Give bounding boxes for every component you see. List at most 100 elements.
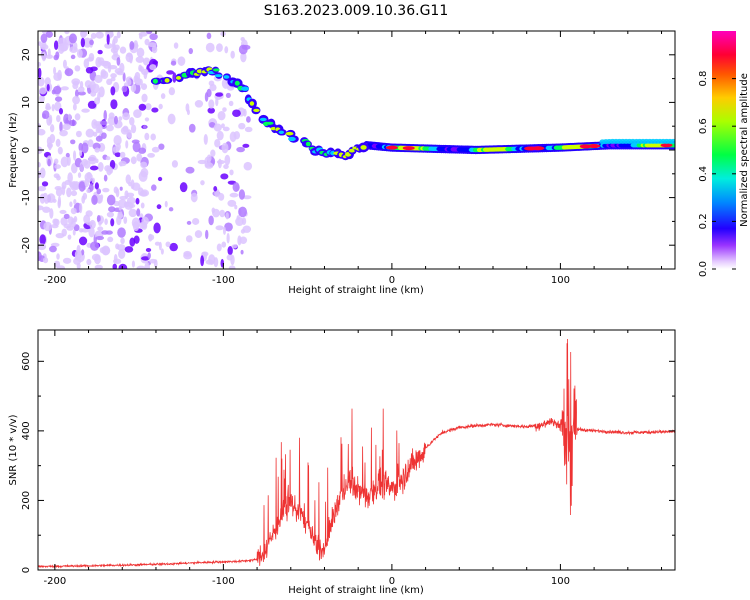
noise-blob — [128, 181, 132, 187]
spectrogram-x-tick-label: 0 — [389, 275, 395, 286]
noise-blob — [109, 159, 116, 170]
noise-blob — [141, 68, 149, 76]
noise-blob — [49, 133, 56, 144]
noise-blob — [213, 123, 222, 132]
noise-blob — [151, 107, 159, 113]
noise-blob — [49, 124, 55, 133]
snr-panel: -200 -100 0 100 0 200 400 600 Height of straigh… — [8, 329, 676, 596]
track-fragment-core — [360, 145, 367, 150]
noise-blob — [61, 185, 66, 196]
noise-blob — [45, 102, 51, 110]
noise-blob — [216, 243, 222, 252]
noise-blob — [232, 109, 241, 118]
noise-blob — [54, 164, 61, 169]
noise-blob — [59, 209, 67, 215]
noise-blob — [60, 216, 68, 226]
noise-blob — [125, 174, 132, 185]
noise-blob — [94, 182, 99, 190]
noise-blob — [131, 217, 141, 229]
noise-blob — [119, 186, 123, 191]
track-fragment-core — [288, 136, 296, 142]
noise-blob — [74, 65, 81, 72]
noise-blob — [78, 228, 84, 233]
noise-blob — [80, 31, 88, 37]
spectrogram-y-axis-label: Frequency (Hz) — [8, 112, 19, 188]
noise-blob — [221, 142, 229, 154]
noise-blob — [149, 33, 158, 41]
noise-blob — [146, 31, 153, 35]
noise-blob — [227, 199, 237, 207]
noise-blob — [188, 48, 194, 55]
noise-blob — [121, 85, 128, 93]
noise-blob — [55, 187, 63, 197]
noise-blob — [115, 142, 121, 151]
noise-blob — [166, 70, 175, 75]
noise-blob — [54, 101, 62, 112]
noise-blob — [126, 129, 132, 139]
track-fragment-core — [234, 80, 240, 86]
noise-blob — [105, 156, 111, 161]
noise-blob — [85, 128, 95, 138]
noise-blob — [225, 212, 229, 220]
noise-blob — [49, 245, 57, 253]
noise-blob — [45, 31, 53, 38]
track-fragment-core — [285, 131, 294, 136]
noise-blob — [168, 207, 174, 212]
noise-blob — [222, 126, 230, 132]
carrier-band — [670, 138, 675, 144]
noise-blob — [226, 254, 233, 261]
noise-blob — [164, 200, 168, 208]
snr-x-tick-label: -200 — [44, 576, 67, 587]
noise-blob — [95, 31, 104, 39]
noise-blob — [229, 169, 234, 176]
noise-blob — [40, 33, 48, 43]
noise-blob — [218, 193, 225, 201]
noise-blob — [97, 91, 101, 101]
noise-blob — [62, 123, 71, 131]
noise-blob — [204, 92, 209, 102]
noise-blob — [158, 103, 163, 110]
snr-frame — [37, 329, 676, 571]
noise-blob — [49, 114, 53, 125]
noise-blob — [71, 218, 76, 223]
noise-blob — [229, 131, 237, 143]
noise-blob — [38, 62, 42, 67]
noise-blob — [84, 178, 90, 188]
noise-blob — [230, 50, 235, 59]
noise-blob — [116, 31, 121, 39]
noise-blob — [94, 74, 103, 84]
noise-blob — [91, 83, 100, 94]
track-fragment-core — [214, 74, 222, 78]
snr-y-tick-label: 600 — [21, 352, 32, 371]
noise-blob — [152, 60, 159, 65]
noise-blob — [53, 54, 59, 61]
noise-blob — [107, 236, 114, 243]
noise-blob — [68, 33, 77, 44]
noise-blob — [136, 208, 141, 217]
noise-blob — [108, 112, 115, 120]
track-fragment-core — [212, 68, 220, 72]
noise-blob — [78, 150, 83, 157]
noise-blob — [104, 42, 113, 49]
figure-title: S163.2023.009.10.36.G11 — [264, 3, 449, 19]
noise-blob — [106, 33, 110, 45]
noise-blob — [38, 185, 47, 192]
noise-blob — [144, 132, 150, 141]
noise-blob — [136, 47, 145, 58]
track-fragment-core — [164, 78, 170, 83]
noise-blob — [108, 206, 116, 213]
noise-blob — [53, 72, 62, 81]
noise-blob — [73, 199, 77, 205]
snr-background — [38, 330, 675, 570]
noise-blob — [110, 218, 115, 227]
noise-blob — [158, 143, 165, 150]
noise-blob — [46, 83, 50, 92]
noise-blob — [200, 255, 205, 267]
noise-blob — [53, 66, 57, 75]
noise-blob — [55, 138, 61, 147]
snr-series-line — [38, 338, 675, 569]
noise-blob — [97, 161, 104, 172]
noise-blob — [165, 241, 171, 248]
noise-blob — [123, 216, 128, 224]
spectrogram-x-tick-label: 100 — [551, 275, 570, 286]
